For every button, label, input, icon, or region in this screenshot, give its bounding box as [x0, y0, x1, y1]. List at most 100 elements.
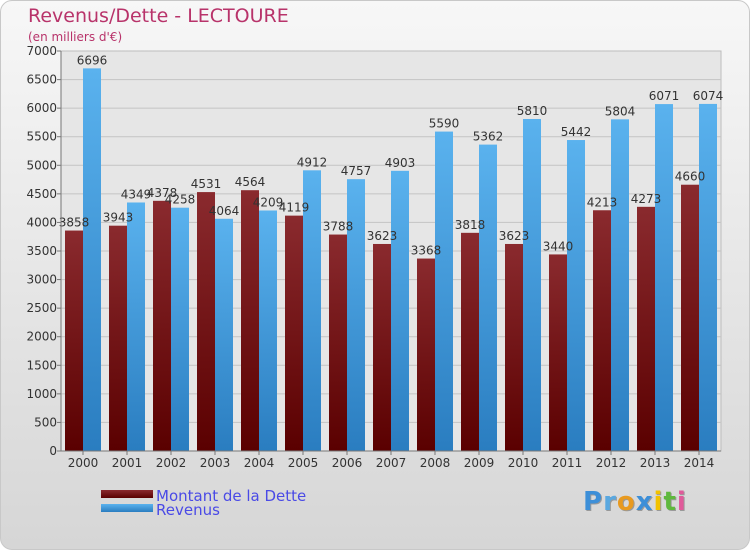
bar-dette	[153, 200, 171, 451]
bar-revenus	[435, 131, 453, 452]
bar-dette	[505, 243, 523, 451]
value-label: 5442	[561, 125, 592, 139]
bar-dette	[373, 243, 391, 451]
x-tick-label: 2006	[332, 456, 363, 470]
value-label: 5810	[517, 104, 548, 118]
value-label: 6071	[649, 89, 680, 103]
value-label: 3623	[499, 229, 530, 243]
value-label: 3788	[323, 220, 354, 234]
value-label: 4531	[191, 177, 222, 191]
bar-revenus	[347, 179, 365, 451]
x-tick-label: 2004	[244, 456, 275, 470]
y-tick-label: 500	[34, 415, 57, 429]
y-tick-label: 2500	[26, 301, 57, 315]
y-tick-label: 7000	[26, 44, 57, 58]
value-label: 4213	[587, 195, 618, 209]
value-label: 3818	[455, 218, 486, 232]
y-axis: 0 500 1000 1500 2000 2500 3000 3500 4000 4500 5000…	[26, 44, 62, 458]
value-label: 4209	[253, 195, 284, 209]
bar-revenus	[391, 170, 409, 452]
value-label: 4064	[209, 204, 240, 218]
bar-dette	[109, 225, 127, 451]
y-tick-label: 6500	[26, 73, 57, 87]
bar-revenus	[611, 119, 629, 451]
chart-subtitle: (en milliers d'€)	[28, 30, 123, 44]
value-label: 5590	[429, 117, 460, 131]
x-tick-label: 2011	[552, 456, 583, 470]
y-tick-label: 4000	[26, 215, 57, 229]
value-label: 3623	[367, 229, 398, 243]
bar-dette	[241, 190, 259, 451]
value-label: 4258	[165, 193, 196, 207]
value-label: 4119	[279, 201, 310, 215]
value-label: 4903	[385, 156, 416, 170]
x-axis: 2000 2001 2002 2003 2004 2005 2006 2007 2008 2009…	[61, 450, 721, 470]
value-label: 3440	[543, 239, 574, 253]
legend-swatch-revenus	[101, 504, 153, 512]
value-label: 4757	[341, 164, 372, 178]
value-label: 4349	[121, 187, 152, 201]
value-label: 4912	[297, 155, 328, 169]
bar-dette	[285, 215, 303, 451]
legend: Montant de la Dette Revenus	[101, 487, 306, 519]
bar-dette	[329, 234, 347, 451]
x-tick-label: 2005	[288, 456, 319, 470]
bar-revenus	[127, 202, 145, 451]
y-tick-label: 1500	[26, 358, 57, 372]
legend-swatch-dette	[101, 490, 153, 498]
y-tick-label: 6000	[26, 101, 57, 115]
y-tick-label: 5000	[26, 158, 57, 172]
value-label: 4564	[235, 175, 266, 189]
bar-dette	[681, 184, 699, 451]
bar-revenus	[215, 218, 233, 451]
x-tick-label: 2000	[68, 456, 99, 470]
bar-revenus	[259, 210, 277, 451]
value-label: 4273	[631, 192, 662, 206]
y-tick-label: 3500	[26, 244, 57, 258]
y-tick-label: 0	[49, 444, 57, 458]
chart-title: Revenus/Dette - LECTOURE	[28, 5, 289, 27]
bar-revenus	[171, 207, 189, 451]
value-label: 4660	[675, 170, 706, 184]
x-tick-label: 2012	[596, 456, 627, 470]
value-label: 6696	[77, 53, 108, 67]
bar-revenus	[479, 144, 497, 451]
bar-dette	[417, 258, 435, 451]
bar-dette	[637, 206, 655, 451]
proxiti-logo: Proxiti	[583, 487, 687, 517]
bar-revenus	[303, 170, 321, 452]
bar-revenus	[567, 140, 585, 451]
x-tick-label: 2007	[376, 456, 407, 470]
bar-dette	[197, 192, 215, 452]
legend-label-revenus: Revenus	[156, 501, 220, 519]
x-tick-label: 2002	[156, 456, 187, 470]
y-tick-label: 1000	[26, 387, 57, 401]
bar-revenus	[523, 119, 541, 451]
y-tick-label: 3000	[26, 273, 57, 287]
bars	[65, 68, 717, 452]
y-tick-label: 2000	[26, 330, 57, 344]
bar-dette	[549, 254, 567, 451]
x-tick-label: 2008	[420, 456, 451, 470]
bar-dette	[593, 210, 611, 451]
x-tick-label: 2013	[640, 456, 671, 470]
value-label: 5362	[473, 130, 504, 144]
bar-revenus	[655, 104, 673, 451]
x-tick-label: 2009	[464, 456, 495, 470]
value-label: 5804	[605, 104, 636, 118]
value-label: 3943	[103, 211, 134, 225]
value-label: 3368	[411, 244, 442, 258]
bar-revenus	[83, 68, 101, 451]
x-tick-label: 2014	[684, 456, 715, 470]
value-label: 3858	[59, 216, 90, 230]
bar-dette	[65, 230, 83, 451]
y-tick-label: 4500	[26, 187, 57, 201]
legend-label-dette: Montant de la Dette	[156, 487, 306, 505]
x-tick-label: 2001	[112, 456, 143, 470]
x-tick-label: 2003	[200, 456, 231, 470]
y-tick-label: 5500	[26, 130, 57, 144]
bar-revenus	[699, 103, 717, 452]
